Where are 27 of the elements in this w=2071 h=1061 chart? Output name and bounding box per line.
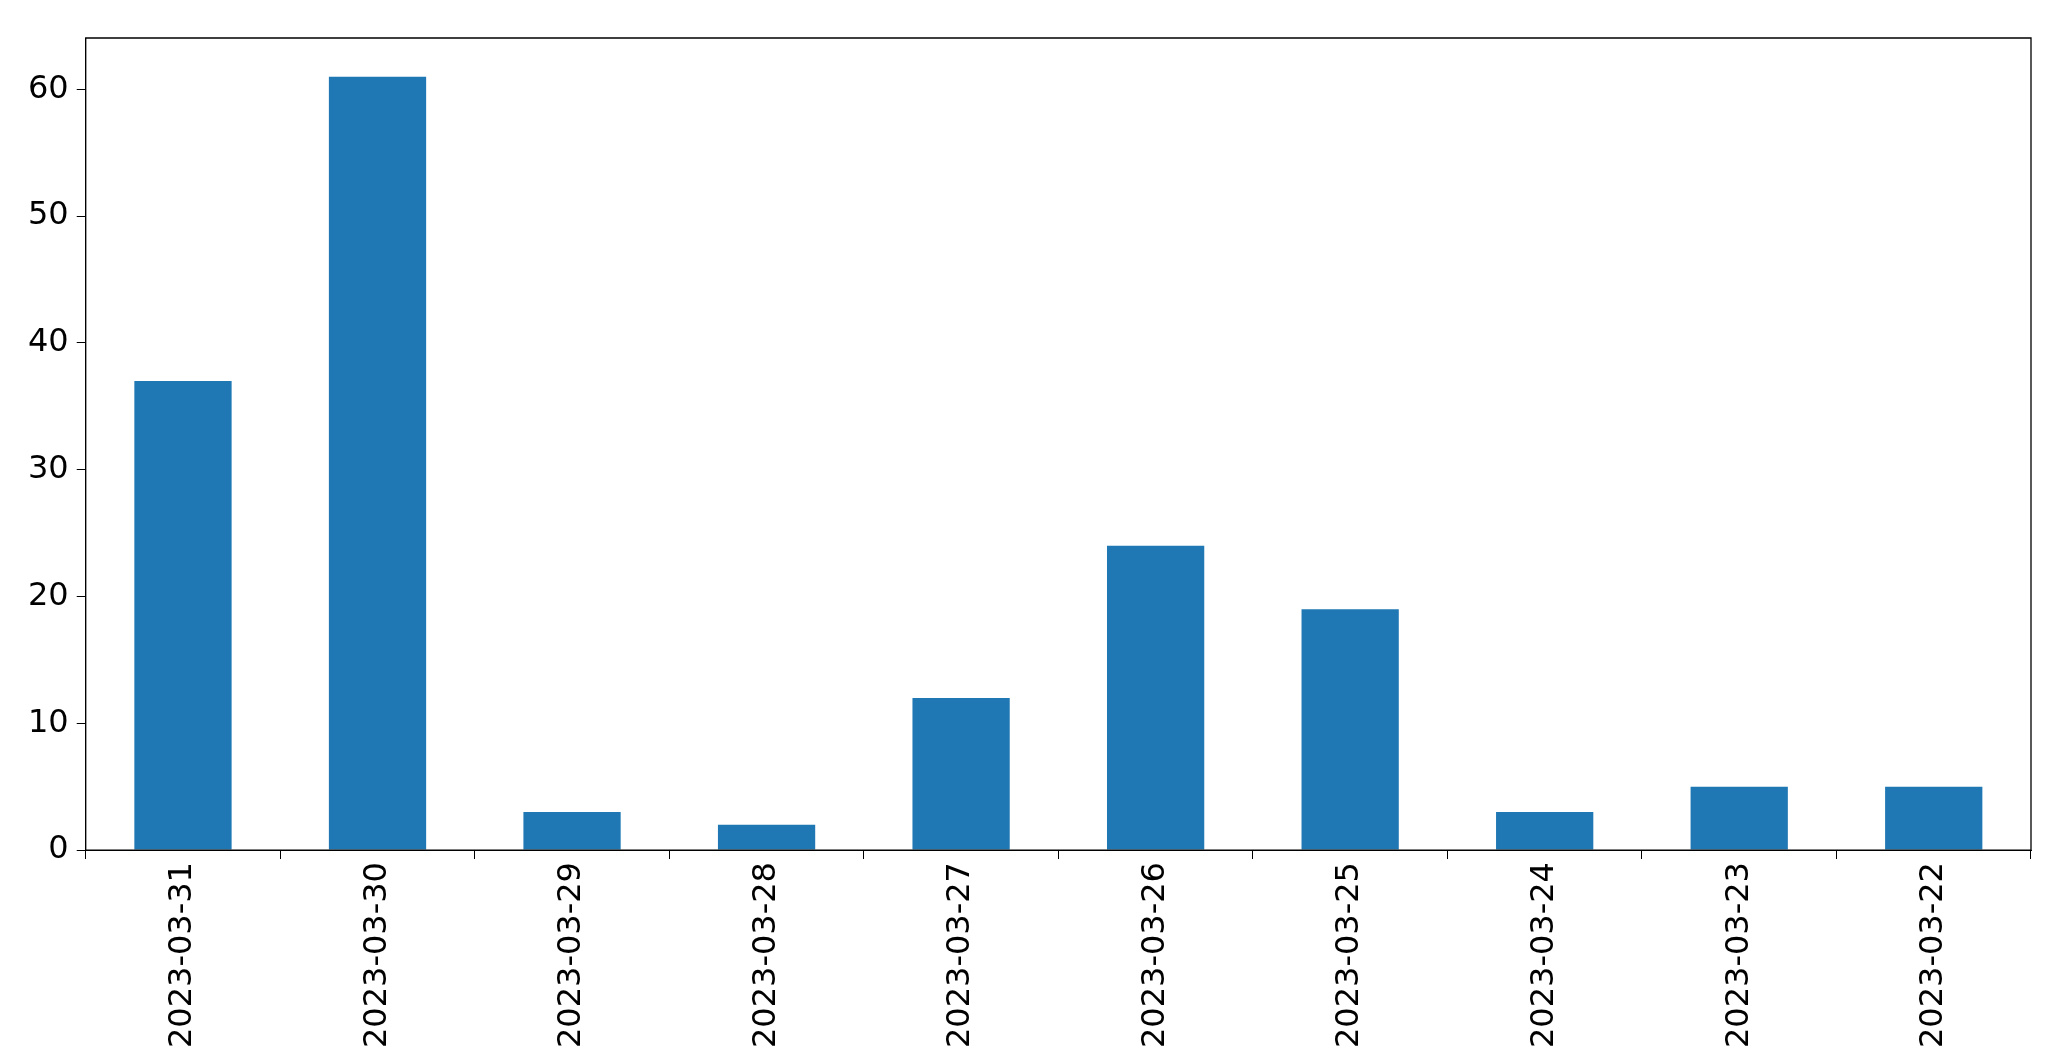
bar xyxy=(1885,786,1983,850)
x-tick-label: 2023-03-24 xyxy=(1522,862,1561,1048)
bar xyxy=(1301,609,1399,850)
y-tick-label: 30 xyxy=(28,448,69,486)
bar xyxy=(1496,812,1594,850)
x-tick-label: 2023-03-28 xyxy=(744,862,783,1048)
x-tick-label: 2023-03-27 xyxy=(939,862,978,1048)
bar xyxy=(912,697,1010,850)
y-tick-label: 60 xyxy=(28,67,69,106)
bar xyxy=(134,380,232,850)
bar xyxy=(523,812,621,850)
y-tick-label: 50 xyxy=(28,194,69,233)
bar xyxy=(328,76,427,850)
y-tick-label: 0 xyxy=(48,828,69,867)
x-tick-label: 2023-03-25 xyxy=(1328,862,1367,1048)
bar xyxy=(1690,786,1788,850)
x-tick-label: 2023-03-31 xyxy=(161,862,200,1048)
x-tick-label: 2023-03-29 xyxy=(550,862,589,1048)
bar xyxy=(717,824,816,850)
x-tick-label: 2023-03-23 xyxy=(1717,862,1756,1048)
y-tick-label: 40 xyxy=(28,321,69,360)
x-tick-label: 2023-03-22 xyxy=(1912,862,1951,1048)
x-tick-label: 2023-03-30 xyxy=(355,862,394,1048)
bar xyxy=(1106,545,1205,850)
x-tick-label: 2023-03-26 xyxy=(1133,862,1172,1048)
y-tick-label: 20 xyxy=(28,574,69,613)
y-tick-label: 10 xyxy=(28,701,69,740)
